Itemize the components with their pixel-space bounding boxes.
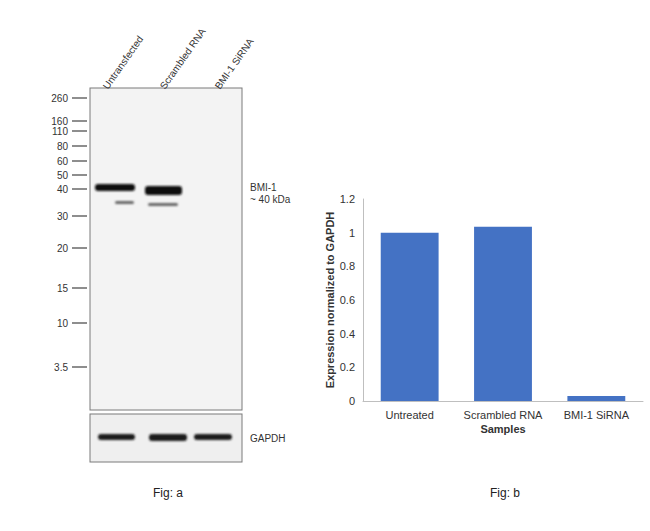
svg-text:20: 20 xyxy=(57,243,69,254)
svg-text:~ 40 kDa: ~ 40 kDa xyxy=(250,194,291,205)
svg-text:BMI-1: BMI-1 xyxy=(250,182,277,193)
svg-text:Scrambled RNA: Scrambled RNA xyxy=(464,409,544,421)
svg-text:Expression normalized to GAPDH: Expression normalized to GAPDH xyxy=(324,212,336,389)
svg-text:Samples: Samples xyxy=(480,423,525,435)
svg-text:50: 50 xyxy=(57,170,69,181)
svg-text:BMI-1 SiRNA: BMI-1 SiRNA xyxy=(564,409,630,421)
svg-text:Untreated: Untreated xyxy=(386,409,434,421)
svg-text:0.6: 0.6 xyxy=(340,294,355,306)
svg-text:0.2: 0.2 xyxy=(340,361,355,373)
svg-text:0.4: 0.4 xyxy=(340,328,355,340)
svg-text:110: 110 xyxy=(52,126,68,137)
svg-text:GAPDH: GAPDH xyxy=(250,433,286,444)
svg-text:0.8: 0.8 xyxy=(340,260,355,272)
svg-text:30: 30 xyxy=(57,211,69,222)
svg-text:60: 60 xyxy=(57,156,69,167)
svg-text:10: 10 xyxy=(57,318,69,329)
svg-text:80: 80 xyxy=(57,141,69,152)
svg-text:160: 160 xyxy=(51,116,68,127)
svg-text:1.2: 1.2 xyxy=(340,193,355,205)
svg-text:40: 40 xyxy=(57,184,69,195)
svg-text:Untransfected: Untransfected xyxy=(101,34,146,91)
svg-text:3.5: 3.5 xyxy=(54,362,68,373)
html-text:Fig: a: Fig: a xyxy=(153,486,183,500)
svg-text:15: 15 xyxy=(57,283,69,294)
svg-text:1: 1 xyxy=(349,227,355,239)
svg-text:0: 0 xyxy=(349,395,355,407)
svg-text:BMI-1 SiRNA: BMI-1 SiRNA xyxy=(213,36,256,91)
svg-text:Scrambled RNA: Scrambled RNA xyxy=(158,26,208,91)
html-text:Fig: b: Fig: b xyxy=(490,486,520,500)
svg-text:260: 260 xyxy=(51,93,68,104)
